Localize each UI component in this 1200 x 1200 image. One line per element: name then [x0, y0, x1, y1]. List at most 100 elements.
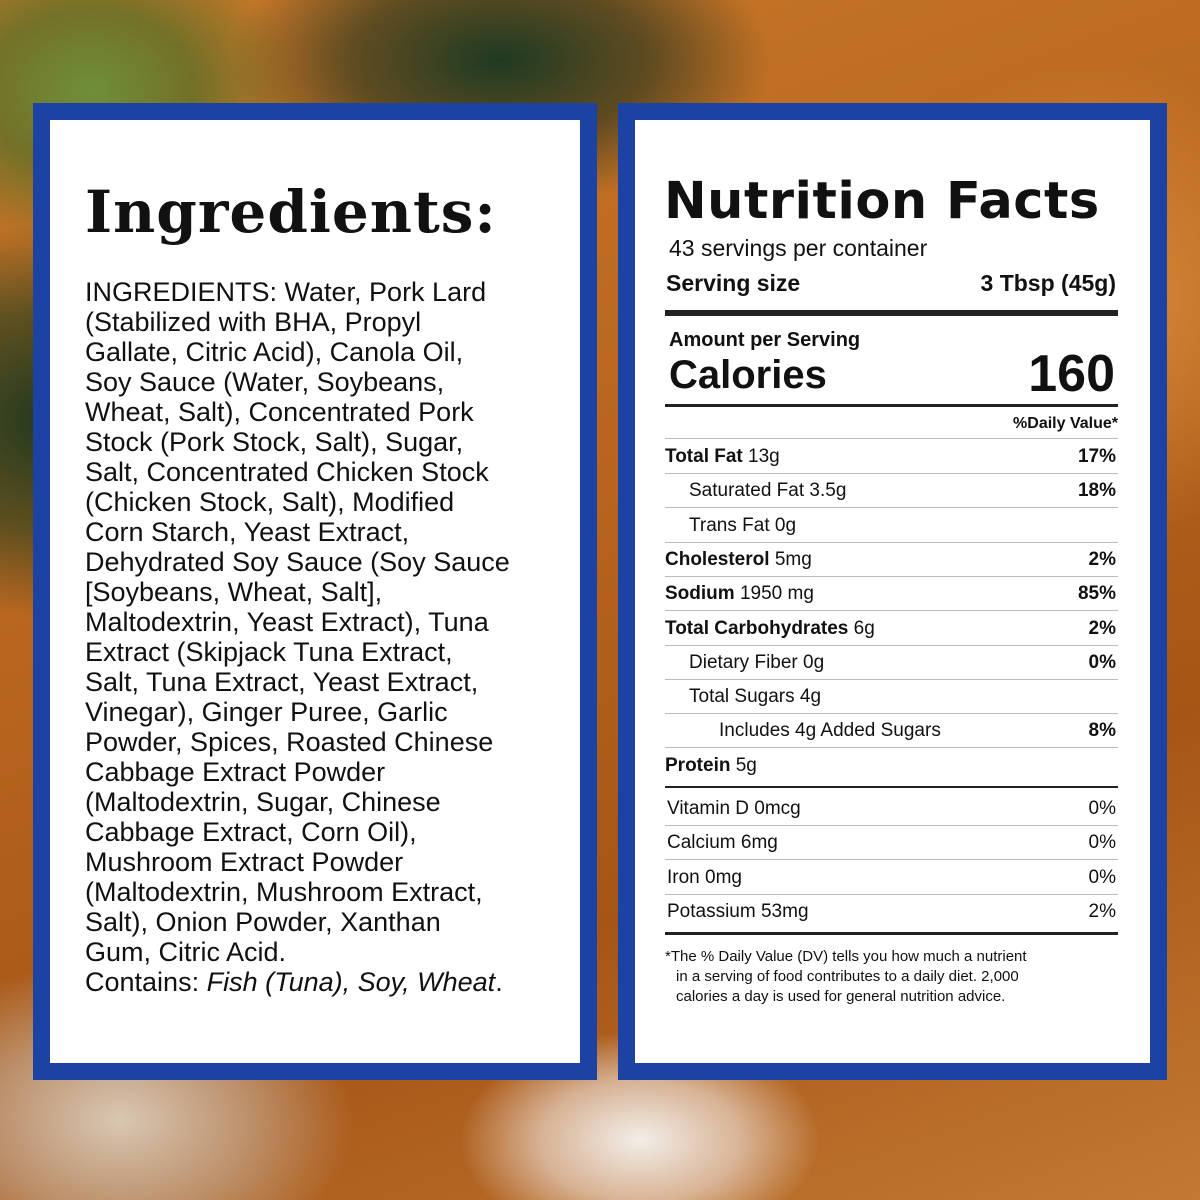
- nutrient-label: Total Sugars: [689, 686, 795, 708]
- nutrition-panel: [618, 103, 1167, 1080]
- ingredient-line: Corn Starch, Yeast Extract,: [85, 517, 410, 547]
- nutrient-amount: 1950 mg: [739, 583, 814, 605]
- divider: [665, 859, 1118, 861]
- ingredient-line: Maltodextrin, Yeast Extract), Tuna: [85, 607, 489, 637]
- nutrient-row: Saturated Fat 3.5g 18%: [665, 474, 1116, 508]
- divider: [665, 747, 1118, 749]
- nutrient-row: Dietary Fiber 0g 0%: [665, 646, 1116, 680]
- nutrient-amount: 3.5g: [809, 480, 847, 502]
- calories-label: Calories: [669, 353, 827, 397]
- divider: [665, 713, 1118, 715]
- divider: [665, 438, 1118, 439]
- nutrient-label: Saturated Fat: [689, 480, 805, 502]
- nutrient-row: Total Carbohydrates 6g 2%: [665, 612, 1116, 646]
- daily-value: 2%: [1088, 548, 1116, 570]
- nutrient-amount: 0g: [774, 514, 797, 536]
- ingredient-line: Cabbage Extract, Corn Oil),: [85, 817, 417, 847]
- daily-value-header: %Daily Value*: [1013, 415, 1118, 432]
- servings: 43 servings per container: [669, 235, 928, 261]
- amount-per-serving: Amount per Serving: [669, 329, 861, 351]
- divider: [665, 575, 1118, 577]
- ingredient-line: Vinegar), Ginger Puree, Garlic: [85, 697, 448, 727]
- divider: [665, 610, 1118, 612]
- nutrient-amount: 5g: [735, 754, 757, 776]
- thick-rule: [665, 310, 1118, 316]
- nutrient-row: Cholesterol 5mg 2%: [665, 543, 1116, 577]
- footnote-line: calories a day is used for general nutri…: [676, 988, 1006, 1005]
- daily-value: 0%: [1088, 651, 1116, 673]
- nutrient-row: Protein 5g: [665, 749, 1116, 783]
- divider: [665, 893, 1118, 895]
- nutrition-title: Nutrition Facts: [664, 172, 1100, 231]
- ingredient-line: Gallate, Citric Acid), Canola Oil,: [85, 337, 464, 367]
- nutrient-label: Cholesterol: [665, 548, 770, 570]
- divider: [665, 541, 1118, 543]
- vitamin-row: Iron 0mg 0%: [665, 861, 1116, 895]
- contains-label: Contains:: [85, 967, 200, 997]
- rule: [665, 404, 1118, 407]
- ingredients-panel: [33, 103, 597, 1080]
- daily-value: 0%: [1088, 798, 1116, 819]
- footnote-line: *The % Daily Value (DV) tells you how mu…: [665, 948, 1027, 965]
- nutrient-amount: 5mg: [774, 548, 812, 570]
- nutrient-row: Includes 4g Added Sugars 8%: [665, 714, 1116, 748]
- daily-value: 85%: [1077, 583, 1116, 605]
- divider: [665, 507, 1118, 509]
- ingredient-line: Dehydrated Soy Sauce (Soy Sauce: [85, 547, 510, 577]
- nutrient-label: Dietary Fiber: [689, 651, 798, 673]
- ingredient-line: (Stabilized with BHA, Propyl: [85, 307, 422, 337]
- nutrient-amount: 0g: [803, 651, 825, 673]
- ingredient-line: Gum, Citric Acid.: [85, 937, 287, 967]
- vitamin-row: Calcium 6mg 0%: [665, 826, 1116, 860]
- contains-line: Contains: Fish (Tuna), Soy, Wheat.: [85, 967, 503, 997]
- ingredient-line: Salt, Tuna Extract, Yeast Extract,: [85, 667, 479, 697]
- ingredients-title: Ingredients:: [85, 178, 497, 246]
- daily-value: 0%: [1088, 866, 1116, 888]
- ingredient-line: Extract (Skipjack Tuna Extract,: [85, 637, 453, 667]
- nutrient-amount: 13g: [748, 446, 780, 467]
- vitamin-label: Vitamin D 0mcg: [667, 798, 801, 819]
- ingredient-line: Mushroom Extract Powder: [85, 847, 404, 877]
- daily-value: 0%: [1088, 832, 1116, 854]
- divider: [665, 825, 1118, 826]
- ingredient-line: Salt), Onion Powder, Xanthan: [85, 907, 441, 937]
- calories: 160: [1028, 345, 1115, 403]
- daily-value: 8%: [1088, 720, 1116, 742]
- vitamin-label: Potassium 53mg: [667, 900, 809, 922]
- nutrient-label: Sodium: [665, 583, 735, 605]
- ingredient-line: Salt, Concentrated Chicken Stock: [85, 457, 489, 487]
- ingredient-line: Cabbage Extract Powder: [85, 757, 386, 787]
- rule: [665, 786, 1118, 788]
- vitamin-row: Vitamin D 0mcg 0%: [665, 792, 1116, 826]
- ingredient-line: Powder, Spices, Roasted Chinese: [85, 727, 494, 757]
- ingredient-line: [Soybeans, Wheat, Salt],: [85, 577, 383, 607]
- nutrient-amount: 6g: [853, 617, 875, 639]
- ingredient-line: (Chicken Stock, Salt), Modified: [85, 487, 455, 517]
- nutrient-row: Trans Fat 0g: [665, 509, 1116, 543]
- daily-value: 18%: [1077, 480, 1116, 502]
- serving-size-label: Serving size: [666, 270, 801, 296]
- daily-value: 2%: [1088, 900, 1116, 922]
- daily-value: 2%: [1088, 617, 1116, 639]
- ingredient-line: Soy Sauce (Water, Soybeans,: [85, 367, 445, 397]
- nutrient-label: Includes 4g Added Sugars: [719, 720, 941, 742]
- panel-card: [50, 120, 580, 1063]
- ingredient-line: (Maltodextrin, Mushroom Extract,: [85, 877, 483, 907]
- ingredient-line: INGREDIENTS: Water, Pork Lard: [85, 277, 487, 307]
- panel-card: [635, 120, 1150, 1063]
- nutrient-label: Total Fat: [665, 446, 743, 467]
- nutrient-row: Total Fat 13g 17%: [665, 440, 1116, 474]
- divider: [665, 678, 1118, 680]
- nutrient-label: Protein: [665, 754, 731, 776]
- nutrient-label: Trans Fat: [689, 514, 770, 536]
- ingredient-line: Wheat, Salt), Concentrated Pork: [85, 397, 474, 427]
- nutrient-label: Total Carbohydrates: [665, 617, 849, 639]
- ingredient-line: Stock (Pork Stock, Salt), Sugar,: [85, 427, 464, 457]
- footnote-line: in a serving of food contributes to a da…: [676, 968, 1019, 985]
- vitamin-row: Potassium 53mg 2%: [665, 895, 1116, 929]
- vitamin-label: Calcium 6mg: [667, 832, 778, 854]
- nutrient-row: Sodium 1950 mg 85%: [665, 577, 1116, 611]
- divider: [665, 644, 1118, 646]
- vitamin-label: Iron 0mg: [667, 866, 742, 888]
